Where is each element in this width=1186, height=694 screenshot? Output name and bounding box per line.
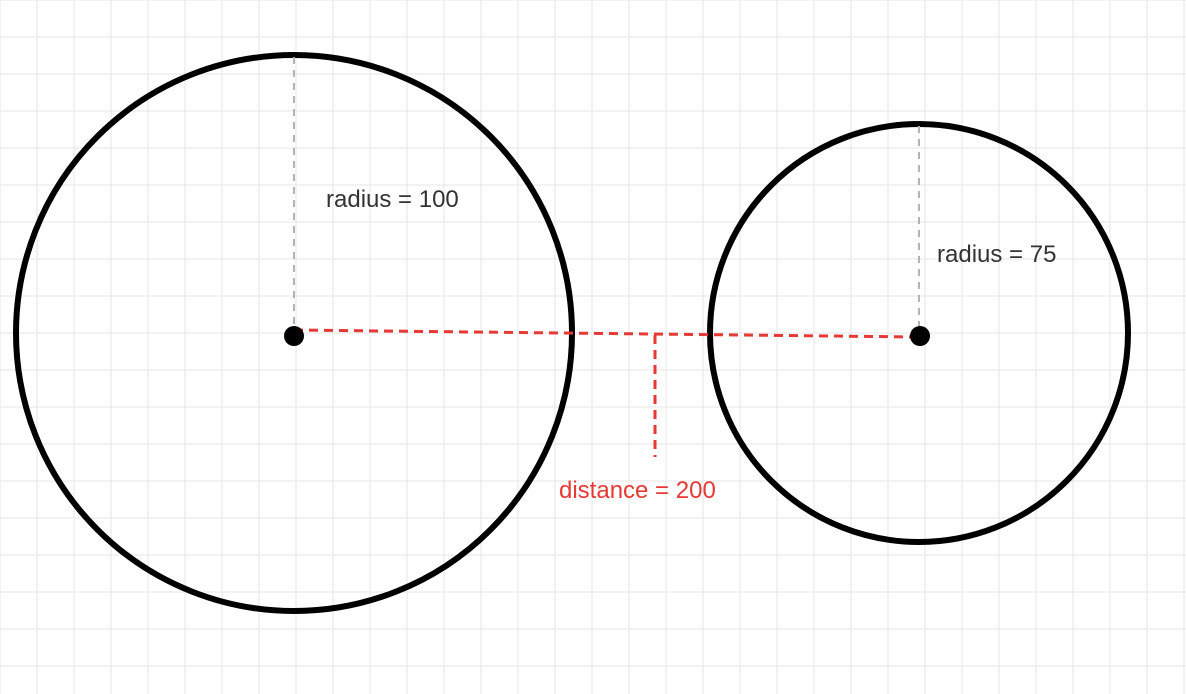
right-radius-label: radius = 75 xyxy=(937,241,1056,268)
left-radius-label: radius = 100 xyxy=(326,186,459,213)
right-center-point xyxy=(910,326,930,346)
left-center-point xyxy=(284,326,304,346)
right-circle xyxy=(707,121,1131,545)
distance-label: distance = 200 xyxy=(559,477,716,504)
